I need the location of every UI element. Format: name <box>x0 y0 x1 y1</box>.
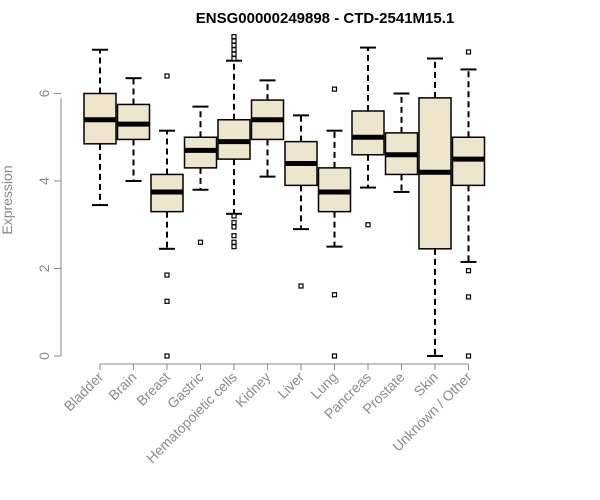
outlier-point <box>231 224 237 230</box>
outlier-point <box>465 353 472 359</box>
outlier-point <box>164 73 170 79</box>
outlier-point <box>231 51 237 57</box>
box-bladder <box>83 48 117 207</box>
box-unknown-other <box>451 49 486 359</box>
y-tick-label: 0 <box>36 352 52 360</box>
y-tick-label: 4 <box>36 177 52 185</box>
outlier-point <box>231 55 237 62</box>
outlier-point <box>231 47 237 53</box>
box-liver <box>284 114 318 289</box>
category-label: Bladder <box>61 369 107 415</box>
outlier-point <box>331 86 338 92</box>
box-gastric <box>183 105 218 245</box>
box-brain <box>116 77 151 182</box>
outlier-point <box>231 239 237 245</box>
outlier-point <box>164 272 170 278</box>
box-pancreas <box>351 46 385 228</box>
category-label: Kidney <box>232 369 274 411</box>
outlier-point <box>231 34 237 40</box>
outlier-point <box>298 283 304 289</box>
boxes-group <box>83 34 486 359</box>
box-hematopoietic-cells <box>217 34 251 250</box>
outlier-point <box>331 353 338 359</box>
outlier-point <box>164 298 170 304</box>
box-kidney <box>250 79 285 178</box>
outlier-point <box>465 268 472 274</box>
outlier-point <box>231 219 237 226</box>
outlier-point <box>197 239 204 245</box>
box-breast <box>150 73 184 359</box>
y-axis-ticks: 0 2 4 6 <box>36 89 61 360</box>
chart-title: ENSG00000249898 - CTD-2541M15.1 <box>196 10 455 27</box>
box-iqr <box>351 110 385 156</box>
y-tick-label: 6 <box>36 89 52 97</box>
outlier-point <box>365 222 371 228</box>
box-prostate <box>384 92 419 193</box>
y-tick-label: 2 <box>36 264 52 272</box>
category-label: Liver <box>274 369 307 402</box>
outlier-point <box>231 244 237 250</box>
outlier-point <box>164 353 170 359</box>
outlier-point <box>231 42 237 48</box>
y-axis-label: Expression <box>0 165 15 234</box>
box-lung <box>317 86 352 359</box>
outlier-point <box>465 49 472 55</box>
box-skin <box>418 57 452 357</box>
outlier-point <box>231 213 237 219</box>
outlier-point <box>331 292 338 298</box>
outlier-point <box>465 294 472 300</box>
outlier-point <box>231 233 237 239</box>
outlier-point <box>231 38 237 44</box>
